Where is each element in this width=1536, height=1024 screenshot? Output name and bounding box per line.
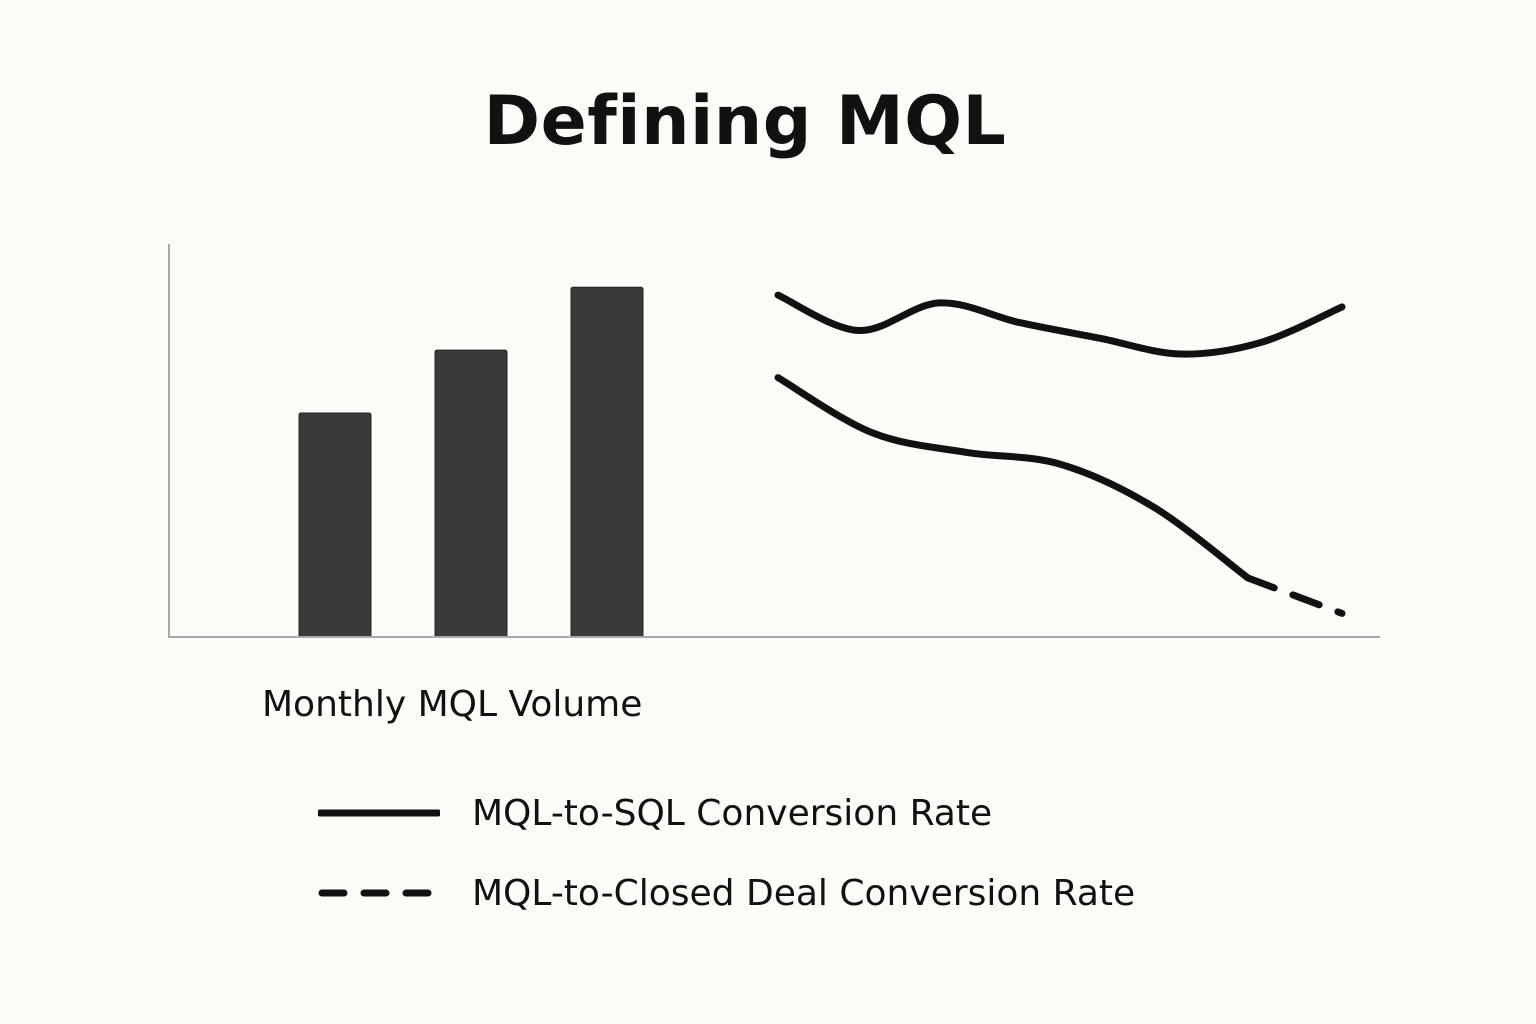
- line-closed-deal-solid: [774, 374, 1252, 582]
- legend-item-sql: MQL-to-SQL Conversion Rate: [318, 788, 1135, 838]
- line-mql-to-sql: [774, 291, 1346, 358]
- legend-item-closed-deal: MQL-to-Closed Deal Conversion Rate: [318, 868, 1135, 918]
- legend-label-closed-deal: MQL-to-Closed Deal Conversion Rate: [472, 872, 1136, 914]
- bar-1: [298, 412, 372, 638]
- lines-layer: [774, 291, 1346, 617]
- bars-layer: [298, 286, 644, 638]
- legend: MQL-to-SQL Conversion Rate MQL-to-Closed…: [318, 788, 1135, 948]
- legend-label-sql: MQL-to-SQL Conversion Rate: [472, 792, 993, 834]
- legend-swatch-dashed: [318, 889, 440, 897]
- bar-2: [434, 349, 508, 638]
- bar-series-label: Monthly MQL Volume: [262, 684, 643, 725]
- line-closed-deal-dashed: [1244, 574, 1346, 617]
- legend-swatch-solid: [318, 809, 440, 817]
- chart-title: Defining MQL: [483, 82, 1007, 161]
- bar-3: [570, 286, 644, 638]
